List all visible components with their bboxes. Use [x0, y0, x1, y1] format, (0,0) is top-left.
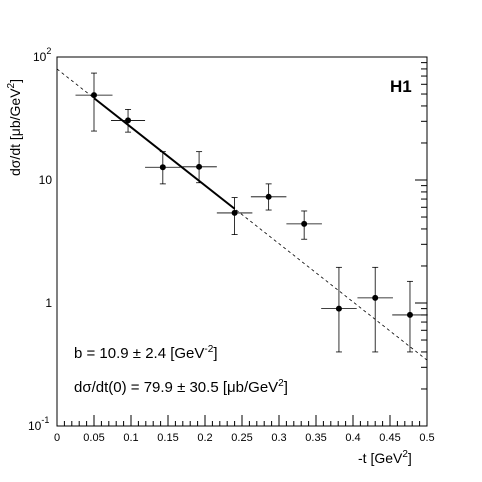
y-axis-ticks: 10-1 1 10 102: [28, 46, 427, 433]
data-point: [196, 163, 203, 170]
x-axis-ticks: 0 0.05 0.1 0.15 0.2 0.25 0.3 0.35 0.4 0.45 0.5: [54, 415, 435, 444]
y-tick-label: 10-1: [28, 415, 49, 433]
x-axis-label: -t [GeV2]: [358, 449, 412, 466]
data-point: [91, 92, 97, 99]
x-tick-label: 0.4: [345, 432, 360, 444]
x-tick-label: 0.3: [271, 432, 286, 444]
y-tick-label: 102: [33, 46, 51, 64]
y-tick-label: 10: [39, 173, 53, 187]
data-points: [75, 72, 428, 353]
x-tick-label: 0.25: [231, 432, 252, 444]
data-point: [406, 311, 413, 318]
data-point: [372, 294, 379, 301]
data-point: [231, 209, 238, 216]
data-point-group: [181, 151, 217, 184]
x-tick-label: 0.05: [83, 432, 104, 444]
x-tick-label: 0.1: [123, 432, 138, 444]
x-tick-label: 0: [54, 432, 60, 444]
experiment-label: H1: [390, 77, 412, 96]
data-point-group: [392, 280, 428, 353]
y-tick-label: 1: [45, 296, 52, 310]
data-point: [159, 164, 166, 171]
data-point-group: [216, 197, 253, 235]
data-point-group: [111, 108, 146, 133]
fit-lines: [56, 68, 428, 361]
intercept-annotation: dσ/dt(0) = 79.9 ± 30.5 [μb/GeV2]: [74, 378, 288, 396]
x-tick-label: 0.5: [419, 432, 434, 444]
data-point-group: [321, 266, 357, 353]
data-point-group: [357, 266, 393, 353]
data-point: [265, 193, 272, 200]
data-point: [335, 305, 342, 312]
x-tick-label: 0.35: [305, 432, 326, 444]
x-tick-label: 0.2: [197, 432, 212, 444]
x-tick-label: 0.15: [157, 432, 178, 444]
fit-solid-line: [93, 97, 236, 210]
data-point: [301, 220, 308, 227]
y-axis-label: dσ/dt [μb/GeV2]: [6, 79, 23, 176]
data-point-group: [145, 151, 181, 185]
data-point-group: [250, 183, 287, 211]
data-point-group: [75, 72, 113, 132]
slope-annotation: b = 10.9 ± 2.4 [GeV-2]: [74, 344, 217, 362]
x-tick-label: 0.45: [379, 432, 400, 444]
data-point: [125, 117, 132, 124]
data-point-group: [286, 210, 322, 240]
